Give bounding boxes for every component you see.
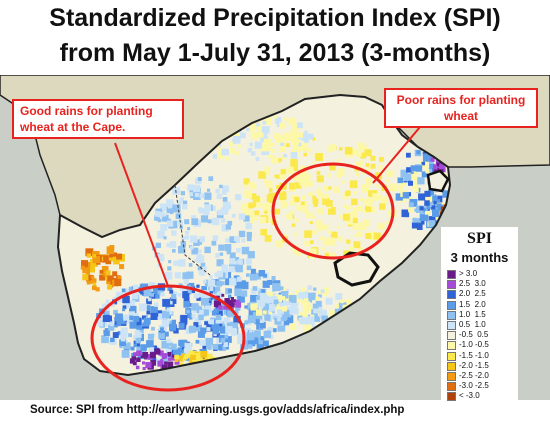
legend-swatch	[447, 290, 456, 300]
good-rains-callout: Good rains for planting wheat at the Cap…	[12, 99, 184, 139]
internal-border	[174, 184, 211, 276]
map-title-line-2: from May 1-July 31, 2013 (3-months)	[59, 39, 491, 67]
legend-subtitle: 3 months	[450, 250, 509, 265]
good-rains-pointer	[114, 142, 169, 287]
legend-label: 0.5 1.0	[459, 320, 486, 329]
legend-item: -1.5 -1.0	[447, 350, 517, 361]
legend-item: 1.5 2.0	[447, 299, 517, 310]
legend-item: 0.5 1.0	[447, 320, 517, 330]
poor-rains-ring	[271, 162, 395, 260]
legend-swatch	[447, 270, 456, 279]
legend-item: -1.0 -0.5	[447, 340, 517, 351]
legend-label: -3.0 -2.5	[459, 381, 489, 391]
legend-item: 2.5 3.0	[447, 279, 517, 290]
legend-label: -1.5 -1.0	[459, 350, 489, 360]
legend-label: 2.5 3.0	[459, 279, 486, 289]
legend-swatch	[447, 331, 456, 341]
legend-label: -2.5 -2.0	[459, 371, 489, 380]
legend-item: -3.0 -2.5	[447, 381, 517, 392]
legend-swatch	[447, 382, 456, 392]
legend-swatch	[447, 300, 456, 310]
poor-rains-callout: Poor rains for planting wheat	[384, 88, 538, 128]
legend-swatch	[447, 351, 456, 361]
poor-rains-pointer	[372, 126, 421, 184]
swaziland-outline	[426, 169, 450, 193]
legend-label: -0.5 0.5	[459, 330, 489, 340]
legend-swatch	[447, 372, 456, 381]
legend-item: 2.0 2.5	[447, 289, 517, 300]
legend-title: SPI	[467, 230, 492, 247]
legend-swatch	[447, 341, 456, 351]
legend-item: -2.0 -1.5	[447, 360, 517, 371]
legend-item: -0.5 0.5	[447, 330, 517, 341]
map-title-line-1: Standardized Precipitation Index (SPI)	[49, 4, 501, 32]
spi-legend: SPI 3 months > 3.0 2.5 3.0 2.0 2.5 1.5 2.0 1…	[441, 227, 518, 409]
legend-swatch	[447, 321, 456, 330]
legend-swatch	[447, 361, 456, 371]
legend-swatch	[447, 392, 456, 402]
legend-swatch	[447, 310, 456, 320]
legend-label: > 3.0	[459, 269, 478, 278]
source-citation: Source: SPI from http://earlywarning.usg…	[30, 404, 405, 416]
lesotho-outline	[333, 251, 380, 287]
south-africa-outline	[56, 93, 452, 377]
legend-swatch	[447, 280, 456, 290]
legend-label: < -3.0	[459, 391, 480, 401]
legend-item: < -3.0	[447, 391, 517, 402]
legend-item: > 3.0	[447, 269, 517, 279]
legend-label: -1.0 -0.5	[459, 340, 489, 350]
legend-label: -2.0 -1.5	[459, 360, 489, 370]
legend-item: -2.5 -2.0	[447, 371, 517, 381]
legend-label: 1.5 2.0	[459, 299, 486, 309]
legend-label: 1.0 1.5	[459, 309, 486, 319]
legend-label: 2.0 2.5	[459, 289, 486, 299]
legend-item: 1.0 1.5	[447, 309, 517, 320]
